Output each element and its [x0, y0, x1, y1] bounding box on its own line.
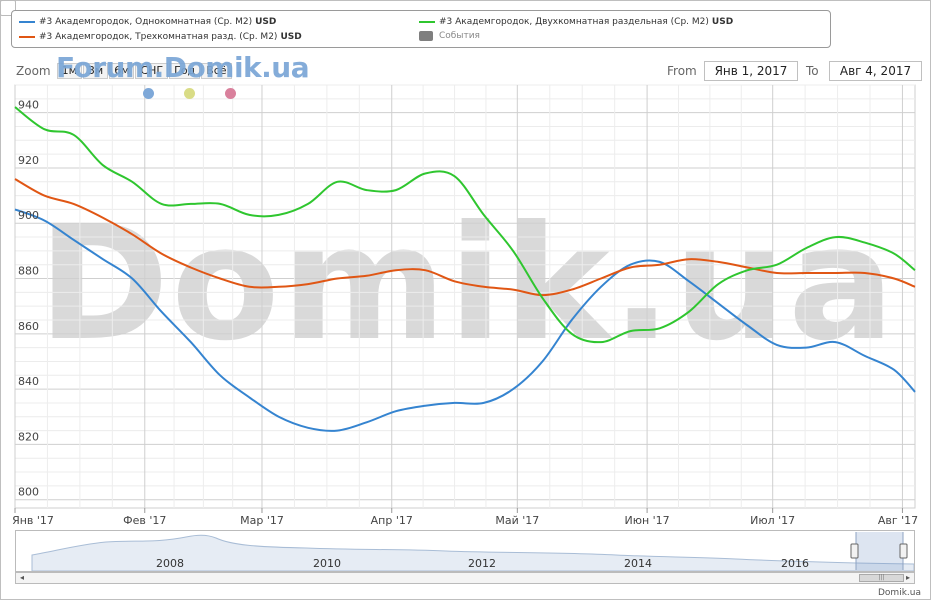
navigator-year: 2008: [156, 557, 184, 570]
legend-label: События: [439, 31, 480, 41]
y-tick-label: 940: [18, 99, 39, 112]
legend-item-one-room[interactable]: #3 Академгородок, Однокомнатная (Ср. М2)…: [19, 17, 276, 27]
legend-swatch: [19, 21, 35, 23]
scroll-right-icon[interactable]: ▸: [905, 573, 910, 582]
event-markers: [143, 88, 266, 99]
y-tick-label: 800: [18, 486, 39, 499]
y-axis: 800 820 840 860 880 900 920 940: [18, 99, 39, 499]
legend-item-events[interactable]: События: [419, 31, 480, 41]
from-label: From: [667, 64, 697, 78]
y-tick-label: 840: [18, 375, 39, 388]
navigator-plot: [31, 532, 914, 571]
zoom-button-all[interactable]: Всё: [201, 63, 232, 79]
series-line-3: [14, 106, 916, 344]
y-tick-label: 920: [18, 154, 39, 167]
legend-label: #3 Академгородок, Однокомнатная (Ср. М2): [39, 17, 253, 27]
legend-item-three-room[interactable]: #3 Академгородок, Трехкомнатная разд. (С…: [19, 32, 302, 42]
from-date-input[interactable]: Янв 1, 2017: [704, 61, 798, 81]
scrollbar-thumb[interactable]: |||: [859, 574, 904, 582]
navigator-panel[interactable]: 2008 2010 2012 2014 2016: [15, 530, 915, 572]
plot-series: [14, 106, 916, 432]
legend-unit: USD: [280, 32, 302, 42]
x-tick-label: Май '17: [495, 514, 539, 527]
event-dot[interactable]: [143, 88, 154, 99]
series-line-1: [14, 208, 916, 432]
x-tick-label: Мар '17: [240, 514, 284, 527]
credit-link[interactable]: Domik.ua: [878, 588, 921, 598]
x-tick-label: Апр '17: [371, 514, 413, 527]
navigator-area: [31, 534, 914, 571]
x-tick-label: Авг '17: [878, 514, 918, 527]
navigator-left-handle[interactable]: [850, 543, 859, 559]
zoom-button-year[interactable]: Год: [169, 63, 201, 79]
chart-legend: #3 Академгородок, Однокомнатная (Ср. М2)…: [11, 10, 831, 48]
to-date-input[interactable]: Авг 4, 2017: [829, 61, 922, 81]
x-tick-label: Июл '17: [750, 514, 795, 527]
plot-grid: [14, 84, 916, 509]
navigator-selection[interactable]: [856, 532, 903, 570]
legend-swatch: [419, 21, 435, 23]
y-tick-label: 820: [18, 430, 39, 443]
zoom-button-6m[interactable]: 6м: [109, 63, 135, 79]
zoom-button-1m[interactable]: 1м: [56, 63, 82, 79]
zoom-label: Zoom: [16, 64, 51, 78]
navigator-right-handle[interactable]: [899, 543, 908, 559]
legend-swatch: [419, 31, 433, 41]
x-tick-label: Июн '17: [624, 514, 669, 527]
legend-label: #3 Академгородок, Двухкомнатная раздельн…: [439, 17, 709, 27]
navigator-year: 2012: [468, 557, 496, 570]
series-line-2: [14, 178, 916, 297]
to-label: To: [806, 64, 819, 78]
x-tick-label: Янв '17: [12, 514, 54, 527]
legend-label: #3 Академгородок, Трехкомнатная разд. (С…: [39, 32, 278, 42]
y-tick-label: 860: [18, 320, 39, 333]
legend-unit: USD: [255, 17, 277, 27]
legend-unit: USD: [711, 17, 734, 27]
zoom-button-ytd[interactable]: СНГ: [135, 63, 169, 79]
x-axis: Янв '17 Фев '17 Мар '17 Апр '17 Май '17 Июн '…: [12, 508, 918, 527]
event-dot[interactable]: [184, 88, 195, 99]
navigator-scrollbar[interactable]: ◂ ||| ▸: [15, 572, 915, 584]
scroll-left-icon[interactable]: ◂: [19, 573, 24, 582]
zoom-button-3m[interactable]: 3м: [82, 63, 109, 79]
y-tick-label: 900: [18, 209, 39, 222]
navigator-year: 2014: [624, 557, 652, 570]
navigator-year: 2016: [781, 557, 809, 570]
navigator-year: 2010: [313, 557, 341, 570]
forum-watermark: Forum.Domik.ua: [56, 51, 310, 84]
y-tick-label: 880: [18, 265, 39, 278]
event-dot[interactable]: [225, 88, 236, 99]
x-tick-label: Фев '17: [123, 514, 166, 527]
zoom-toolbar: Zoom 1м 3м 6м СНГ Год Всё: [16, 62, 233, 80]
legend-item-two-room[interactable]: #3 Академгородок, Двухкомнатная раздельн…: [419, 17, 733, 27]
legend-swatch: [19, 36, 35, 38]
